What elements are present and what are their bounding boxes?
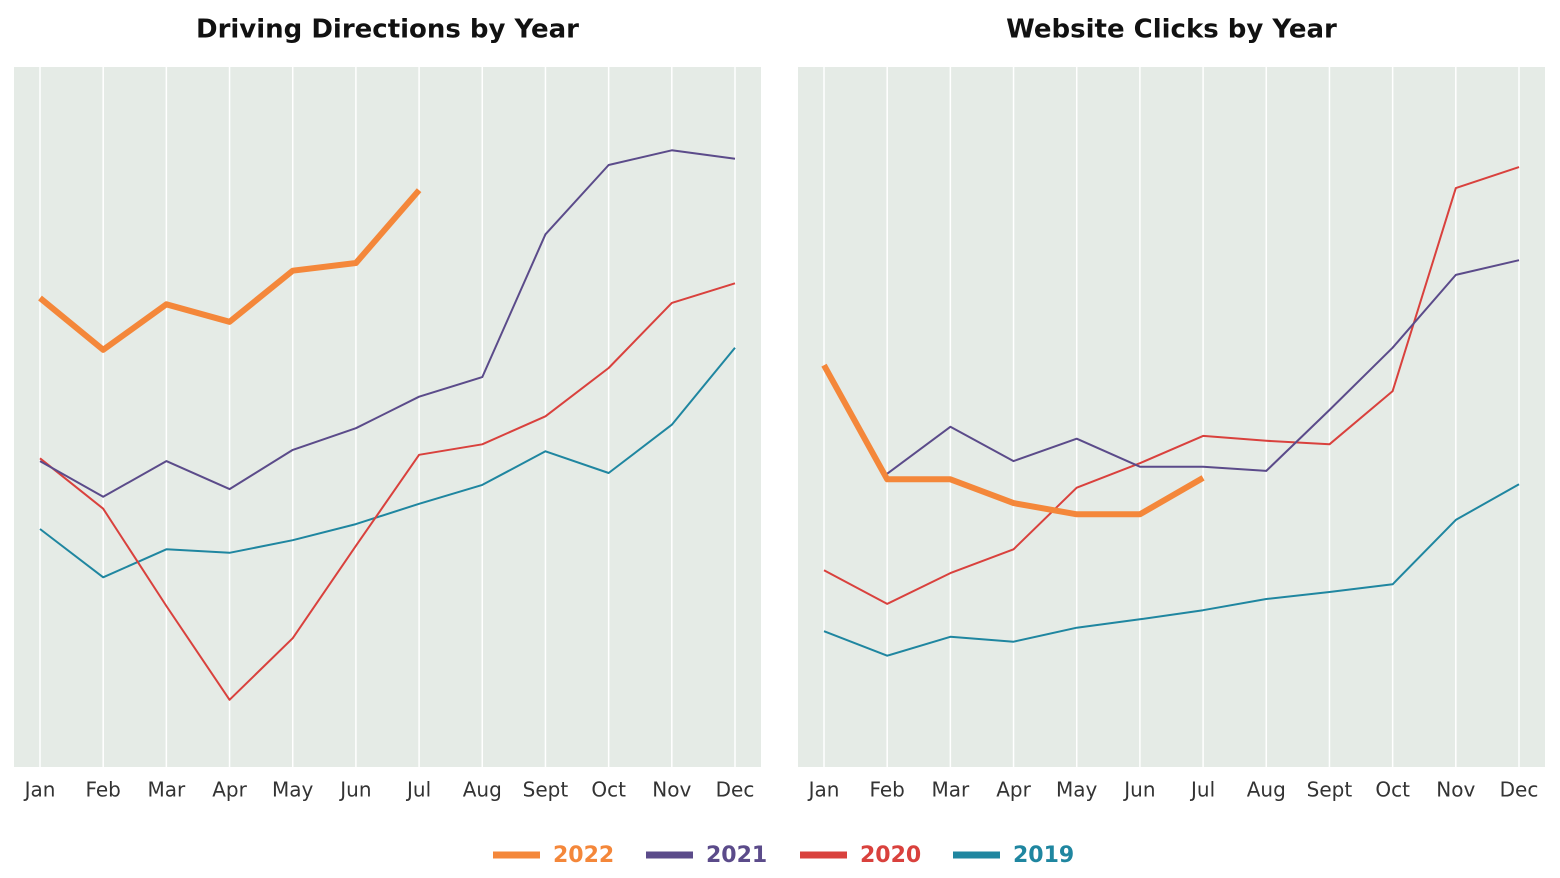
- x-tick-label: Jul: [1189, 778, 1215, 802]
- x-tick-label: Dec: [1500, 778, 1539, 802]
- x-tick-label: Jun: [338, 778, 371, 802]
- legend-label: 2019: [1013, 843, 1074, 868]
- x-tick-label: Apr: [212, 778, 247, 802]
- legend-label: 2022: [553, 843, 614, 868]
- x-tick-label: May: [272, 778, 314, 802]
- x-tick-label: Oct: [1375, 778, 1410, 802]
- x-tick-label: Jul: [405, 778, 431, 802]
- plot-area: [798, 67, 1545, 767]
- x-tick-label: Jun: [1122, 778, 1155, 802]
- x-tick-label: Feb: [869, 778, 904, 802]
- x-tick-label: Mar: [147, 778, 186, 802]
- line: [39, 347, 736, 579]
- x-tick-label: Nov: [652, 778, 691, 802]
- legend-label: 2020: [860, 843, 921, 868]
- x-tick-label: Aug: [1247, 778, 1286, 802]
- x-tick-label: Apr: [996, 778, 1031, 802]
- x-tick-label: Dec: [716, 778, 755, 802]
- line: [39, 282, 736, 701]
- line: [38, 188, 422, 353]
- x-tick-label: May: [1056, 778, 1098, 802]
- plot-area: [14, 67, 761, 767]
- x-tick-label: Mar: [931, 778, 970, 802]
- line: [886, 259, 1520, 475]
- chart-title: Driving Directions by Year: [196, 15, 579, 45]
- x-tick-label: Feb: [85, 778, 120, 802]
- line: [823, 483, 1520, 657]
- x-tick-label: Jan: [807, 778, 840, 802]
- x-tick-label: Sept: [1307, 778, 1353, 802]
- chart-title: Website Clicks by Year: [1006, 15, 1337, 45]
- line: [823, 166, 1520, 605]
- line: [39, 149, 736, 498]
- x-tick-label: Aug: [463, 778, 502, 802]
- legend-label: 2021: [706, 843, 767, 868]
- x-tick-label: Nov: [1436, 778, 1475, 802]
- x-tick-label: Jan: [23, 778, 56, 802]
- x-tick-label: Oct: [591, 778, 626, 802]
- x-tick-label: Sept: [523, 778, 569, 802]
- line: [821, 363, 1205, 518]
